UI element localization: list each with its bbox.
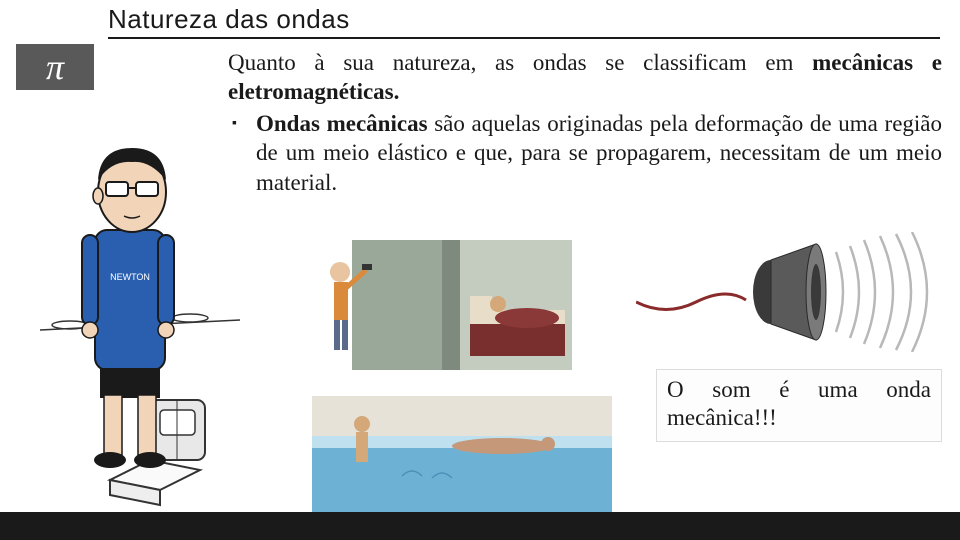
pi-badge: π	[16, 44, 94, 90]
speaker-illustration	[636, 232, 942, 352]
cartoon-person-illustration: NEWTON	[40, 120, 240, 520]
wall-bedroom-illustration	[312, 240, 572, 380]
footer-bar	[0, 512, 960, 540]
bullet-text: Ondas mecânicas são aquelas originadas p…	[256, 109, 942, 197]
slide-title: Natureza das ondas	[108, 4, 940, 35]
intro-pre: Quanto à sua natureza, as ondas se class…	[228, 50, 812, 75]
pi-icon: π	[46, 46, 64, 88]
bullet-bold: Ondas mecânicas	[256, 111, 428, 136]
callout-box: O som é uma onda mecânica!!!	[656, 369, 942, 443]
slide-header: Natureza das ondas	[108, 4, 940, 39]
svg-text:NEWTON: NEWTON	[110, 272, 150, 282]
body-text: Quanto à sua natureza, as ondas se class…	[228, 48, 942, 197]
intro-paragraph: Quanto à sua natureza, as ondas se class…	[228, 48, 942, 107]
pool-illustration	[312, 396, 612, 514]
bullet-item: ▪ Ondas mecânicas são aquelas originadas…	[228, 109, 942, 197]
title-underline	[108, 37, 940, 39]
callout-text: O som é uma onda mecânica!!!	[667, 377, 931, 431]
